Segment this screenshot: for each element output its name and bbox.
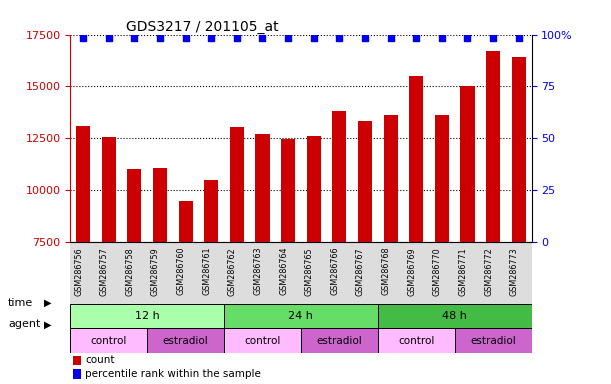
Point: [309, 35, 318, 41]
Bar: [378, 328, 455, 353]
Point: [386, 35, 395, 41]
Text: GDS3217 / 201105_at: GDS3217 / 201105_at: [126, 20, 278, 33]
Text: GSM286762: GSM286762: [228, 247, 237, 296]
Bar: [461, 86, 475, 242]
Text: GSM286767: GSM286767: [356, 247, 365, 296]
Bar: [307, 136, 321, 242]
Text: ▶: ▶: [44, 319, 51, 329]
Text: 24 h: 24 h: [288, 311, 313, 321]
Bar: [511, 57, 526, 242]
Bar: [358, 121, 372, 242]
Text: GSM286769: GSM286769: [408, 247, 416, 296]
Bar: [384, 116, 398, 242]
Point: [360, 35, 370, 41]
Point: [232, 35, 242, 41]
Bar: [409, 76, 423, 242]
Text: GSM286765: GSM286765: [305, 247, 313, 296]
Bar: [76, 126, 90, 242]
Bar: [70, 328, 147, 353]
Text: GSM286763: GSM286763: [254, 247, 263, 295]
Text: control: control: [398, 336, 434, 346]
Bar: [153, 169, 167, 242]
Bar: [332, 111, 346, 242]
Text: 12 h: 12 h: [135, 311, 159, 321]
Bar: [70, 304, 224, 328]
Bar: [486, 51, 500, 242]
Point: [334, 35, 344, 41]
Text: GSM286772: GSM286772: [484, 247, 493, 296]
Bar: [101, 137, 115, 242]
Point: [514, 35, 524, 41]
Point: [78, 35, 88, 41]
Text: control: control: [90, 336, 127, 346]
Text: time: time: [8, 298, 33, 308]
Bar: [73, 369, 81, 379]
Text: count: count: [86, 355, 115, 365]
Text: estradiol: estradiol: [470, 336, 516, 346]
Point: [463, 35, 472, 41]
Bar: [127, 169, 141, 242]
Text: GSM286758: GSM286758: [125, 247, 134, 296]
Text: estradiol: estradiol: [316, 336, 362, 346]
Point: [284, 35, 293, 41]
Text: GSM286766: GSM286766: [331, 247, 339, 295]
Point: [488, 35, 498, 41]
Point: [181, 35, 191, 41]
Point: [258, 35, 268, 41]
Bar: [378, 304, 532, 328]
Bar: [301, 328, 378, 353]
Bar: [224, 304, 378, 328]
Point: [155, 35, 165, 41]
Text: GSM286756: GSM286756: [74, 247, 83, 296]
Bar: [178, 200, 192, 242]
Text: GSM286761: GSM286761: [202, 247, 211, 295]
Bar: [455, 328, 532, 353]
Bar: [255, 134, 269, 242]
Point: [411, 35, 421, 41]
Text: GSM286757: GSM286757: [100, 247, 109, 296]
Point: [130, 35, 139, 41]
Text: GSM286771: GSM286771: [458, 247, 467, 296]
Bar: [73, 356, 81, 365]
Text: GSM286760: GSM286760: [177, 247, 186, 295]
Point: [104, 35, 114, 41]
Bar: [224, 328, 301, 353]
Text: estradiol: estradiol: [163, 336, 208, 346]
Point: [207, 35, 216, 41]
Bar: [147, 328, 224, 353]
Text: GSM286768: GSM286768: [382, 247, 390, 295]
Text: GSM286759: GSM286759: [151, 247, 160, 296]
Text: 48 h: 48 h: [442, 311, 467, 321]
Text: control: control: [244, 336, 280, 346]
Text: GSM286770: GSM286770: [433, 247, 442, 296]
Bar: [435, 116, 449, 242]
Text: agent: agent: [8, 319, 40, 329]
Text: GSM286773: GSM286773: [510, 247, 519, 296]
Point: [437, 35, 447, 41]
Text: ▶: ▶: [44, 298, 51, 308]
Text: percentile rank within the sample: percentile rank within the sample: [86, 369, 262, 379]
Bar: [281, 139, 295, 242]
Text: GSM286764: GSM286764: [279, 247, 288, 295]
Bar: [204, 180, 218, 242]
Bar: [230, 127, 244, 242]
